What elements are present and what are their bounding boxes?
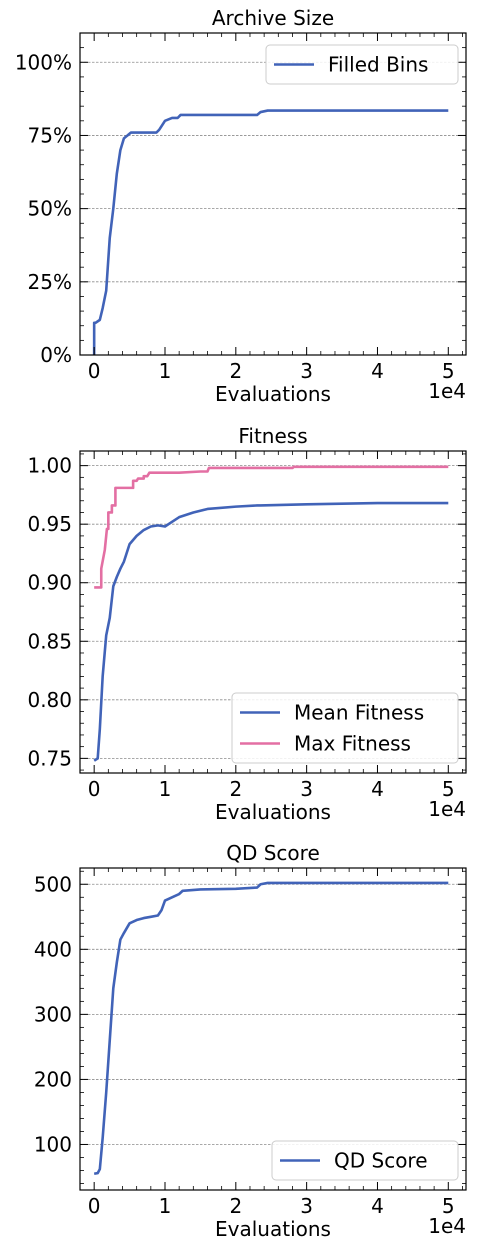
legend-box — [265, 44, 459, 85]
x-tick-label: 4 — [371, 777, 384, 801]
legend-label-1: QD Score — [334, 1149, 428, 1173]
x-offset-label: 1e4 — [428, 379, 466, 403]
x-axis-label: Evaluations — [215, 1217, 331, 1241]
x-tick-label: 1 — [159, 777, 172, 801]
x-axis-label: Evaluations — [215, 382, 331, 406]
legend-label-1: Mean Fitness — [294, 701, 424, 725]
plot-frame — [79, 867, 467, 1191]
x-tick-label: 0 — [88, 777, 101, 801]
y-tick-label: 0.90 — [27, 571, 72, 595]
x-tick-label: 3 — [300, 777, 313, 801]
x-tick-label: 5 — [442, 777, 455, 801]
chart-panel-3: QD Score 0 1 2 3 4 5 100 200 300 400 500 Evaluations… — [34, 841, 467, 1241]
legend: Mean Fitness Max Fitness — [231, 692, 459, 764]
x-tick-label: 3 — [300, 359, 313, 383]
x-axis-label: Evaluations — [215, 800, 331, 824]
x-tick-label: 3 — [300, 1194, 313, 1218]
series-line-1 — [93, 501, 449, 762]
legend-box — [271, 1140, 459, 1181]
legend-box — [231, 692, 459, 764]
y-tick-label: 0% — [40, 343, 72, 367]
x-offset-label: 1e4 — [428, 1214, 466, 1238]
chart-title: QD Score — [226, 841, 320, 865]
y-tick-label: 300 — [34, 1002, 72, 1026]
x-tick-label: 1 — [159, 1194, 172, 1218]
y-tick-label: 75% — [28, 123, 72, 147]
legend-label-2: Max Fitness — [294, 732, 411, 756]
y-tick-label: 0.85 — [27, 629, 72, 653]
series-line-2 — [94, 465, 449, 589]
x-tick-label: 2 — [229, 1194, 242, 1218]
y-tick-label: 400 — [34, 937, 72, 961]
legend: QD Score — [271, 1140, 459, 1181]
x-offset-label: 1e4 — [428, 797, 466, 821]
x-tick-label: 5 — [442, 1194, 455, 1218]
x-tick-label: 4 — [371, 359, 384, 383]
y-tick-label: 0.80 — [27, 688, 72, 712]
x-tick-label: 0 — [88, 1194, 101, 1218]
x-tick-label: 4 — [371, 1194, 384, 1218]
y-tick-label: 100% — [15, 50, 72, 74]
x-tick-label: 2 — [229, 359, 242, 383]
x-tick-label: 2 — [229, 777, 242, 801]
y-tick-label: 50% — [28, 197, 72, 221]
y-tick-label: 25% — [28, 270, 72, 294]
y-tick-label: 500 — [34, 872, 72, 896]
chart-title: Archive Size — [212, 6, 334, 30]
y-tick-label: 0.75 — [27, 746, 72, 770]
series-line-1 — [93, 881, 449, 1176]
y-tick-label: 200 — [34, 1067, 72, 1091]
y-tick-label: 1.00 — [27, 454, 72, 478]
x-tick-label: 1 — [159, 359, 172, 383]
y-tick-label: 100 — [34, 1132, 72, 1156]
y-tick-label: 0.95 — [27, 512, 72, 536]
series-line-1 — [92, 109, 449, 355]
legend-label-1: Filled Bins — [328, 53, 428, 77]
x-tick-label: 5 — [442, 359, 455, 383]
x-tick-label: 0 — [88, 359, 101, 383]
chart-panel-2: Fitness 0 1 2 3 4 5 0.75 0.80 0.85 0.90 0.95 1.00 Eva… — [27, 424, 467, 824]
legend: Filled Bins — [265, 44, 459, 85]
plot-frame — [79, 450, 467, 774]
chart-title: Fitness — [238, 424, 307, 448]
